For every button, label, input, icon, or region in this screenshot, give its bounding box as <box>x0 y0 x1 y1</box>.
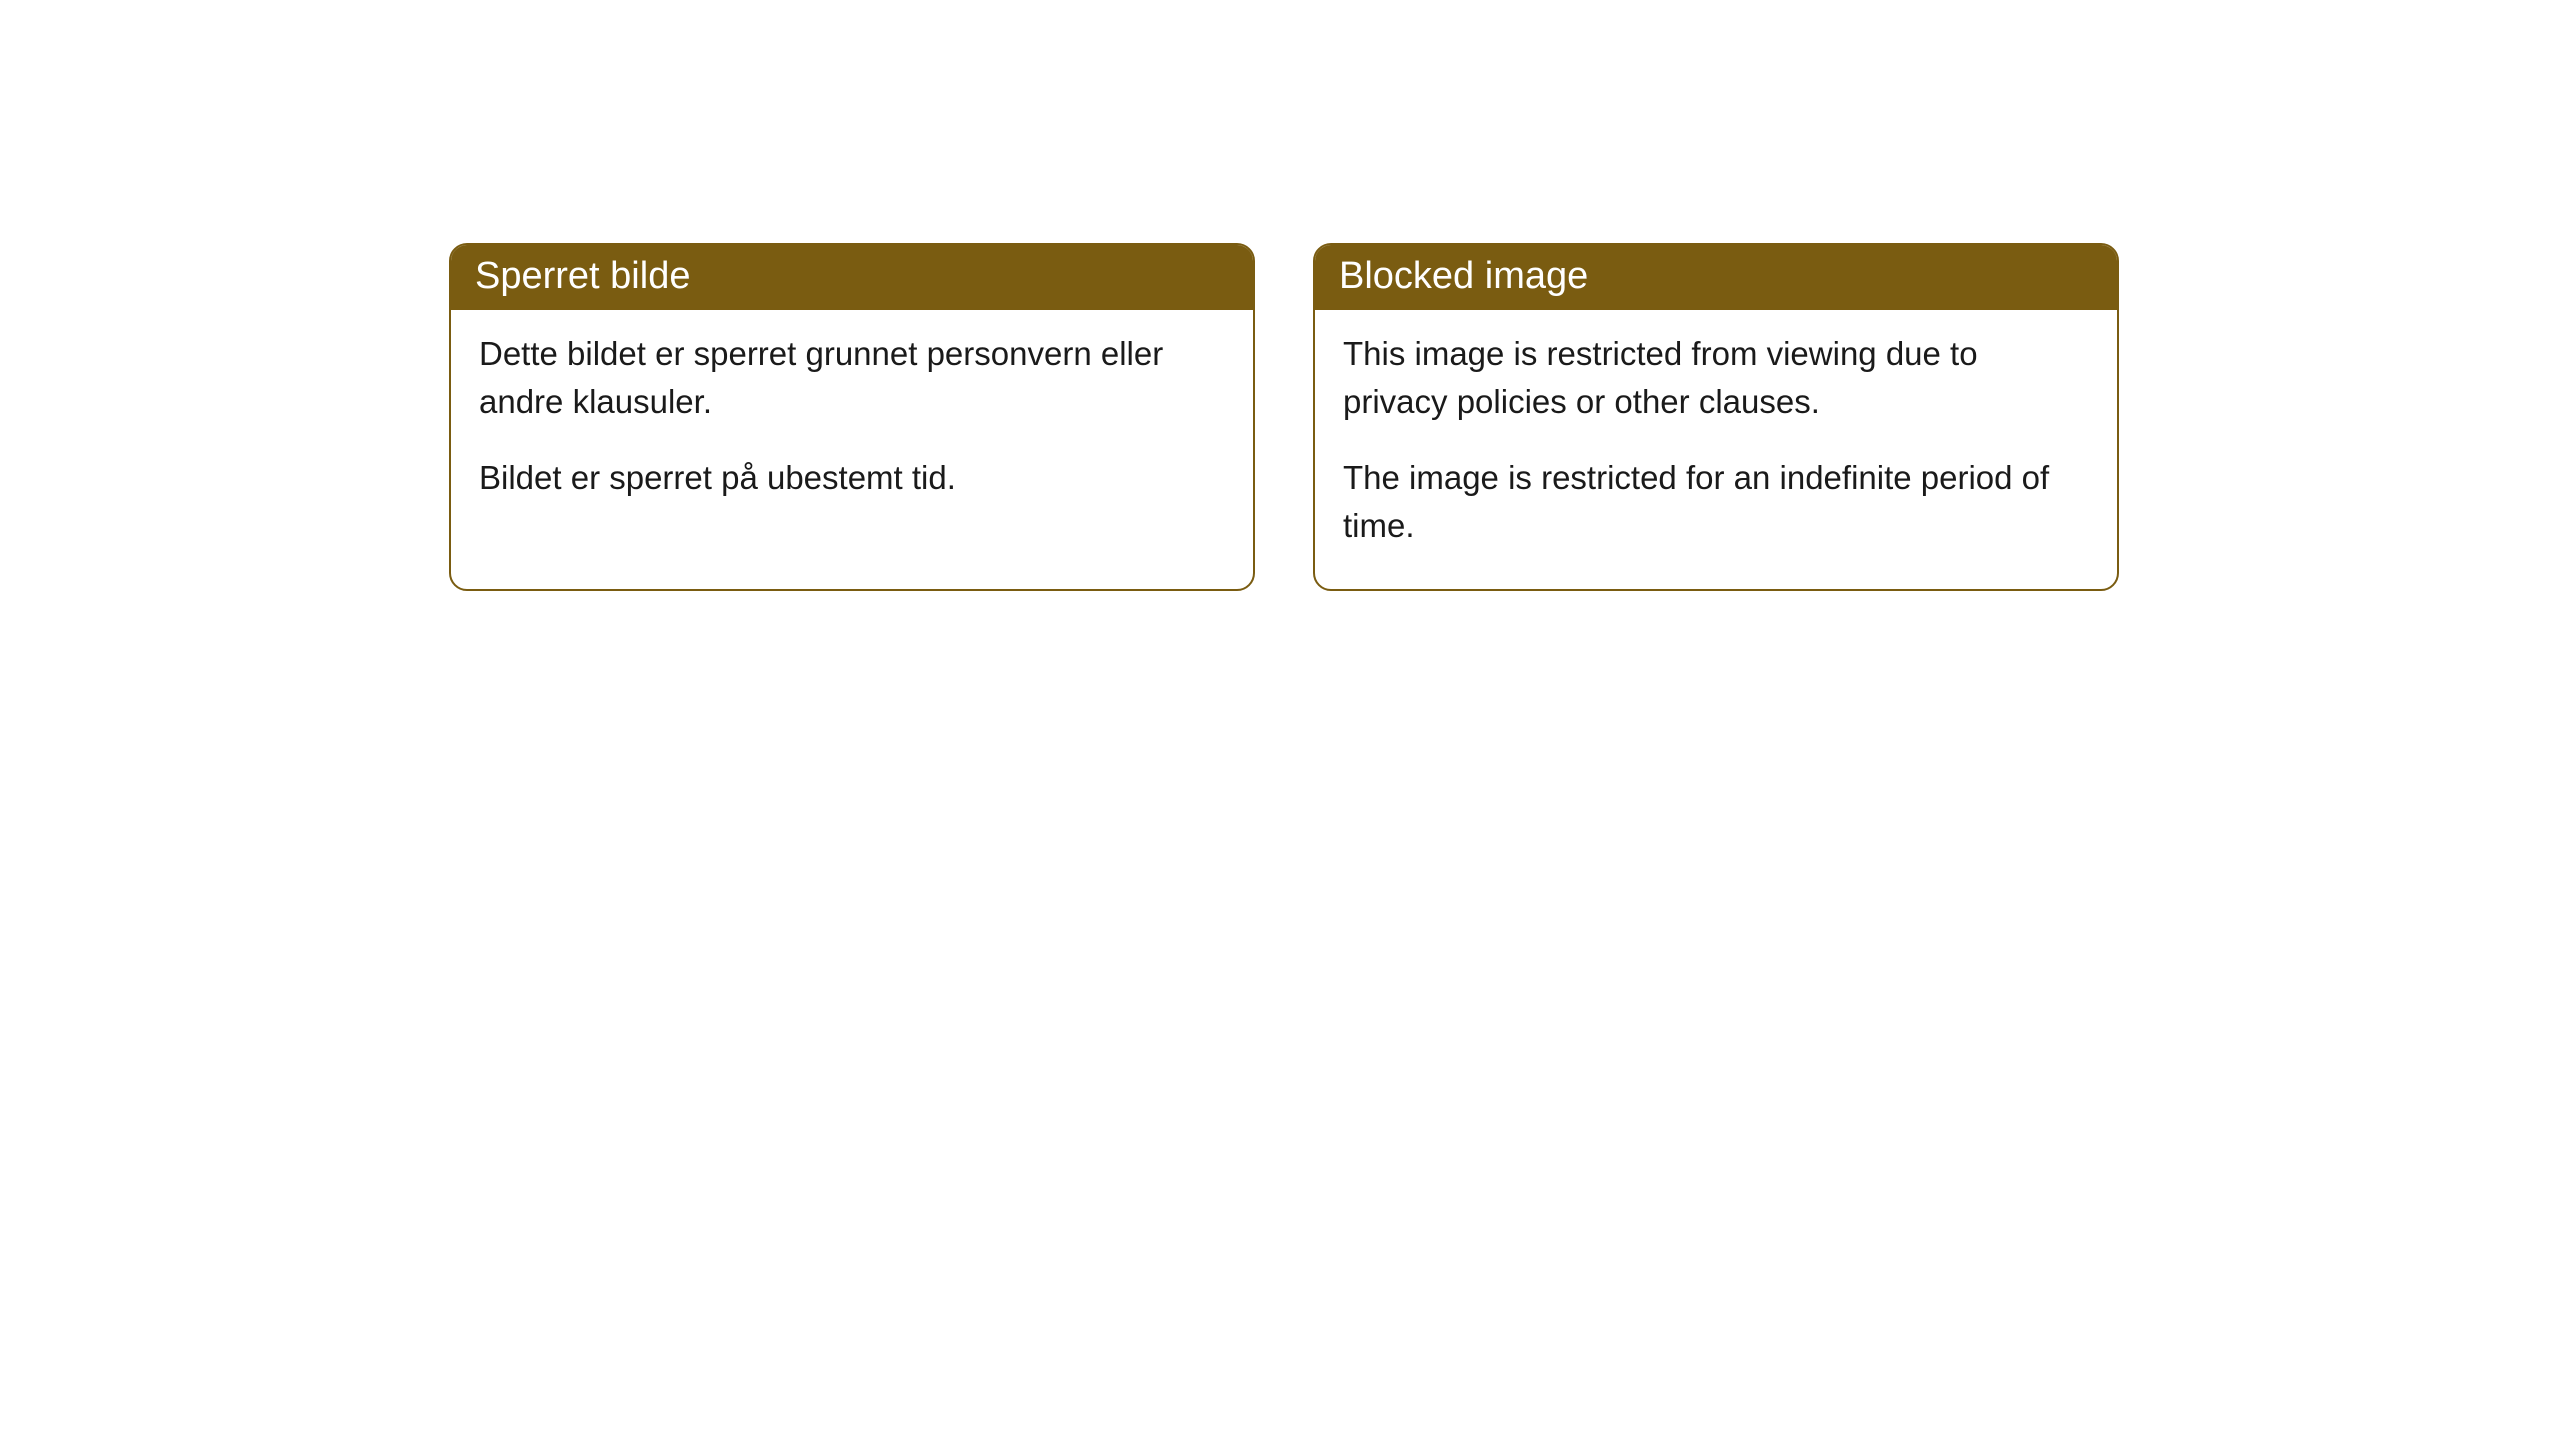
notice-title-norwegian: Sperret bilde <box>451 245 1253 310</box>
notice-body-english: This image is restricted from viewing du… <box>1315 310 2117 589</box>
notice-paragraph: This image is restricted from viewing du… <box>1343 330 2089 426</box>
notice-body-norwegian: Dette bildet er sperret grunnet personve… <box>451 310 1253 542</box>
notice-card-norwegian: Sperret bilde Dette bildet er sperret gr… <box>449 243 1255 591</box>
notice-container: Sperret bilde Dette bildet er sperret gr… <box>0 0 2560 591</box>
notice-card-english: Blocked image This image is restricted f… <box>1313 243 2119 591</box>
notice-paragraph: Bildet er sperret på ubestemt tid. <box>479 454 1225 502</box>
notice-title-english: Blocked image <box>1315 245 2117 310</box>
notice-paragraph: The image is restricted for an indefinit… <box>1343 454 2089 550</box>
notice-paragraph: Dette bildet er sperret grunnet personve… <box>479 330 1225 426</box>
